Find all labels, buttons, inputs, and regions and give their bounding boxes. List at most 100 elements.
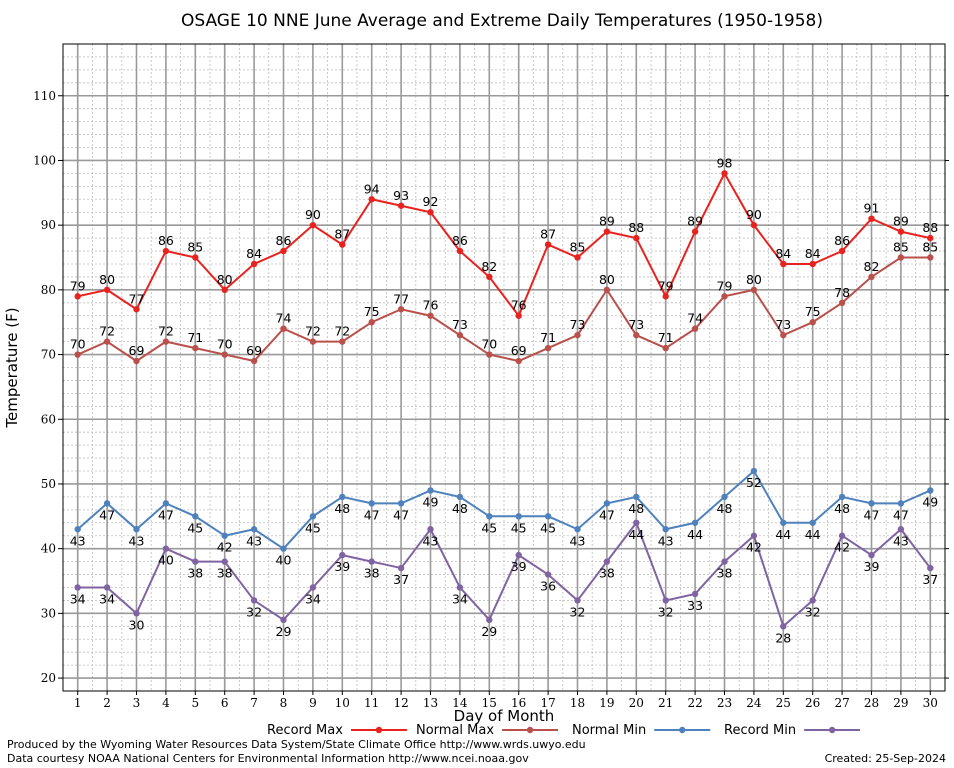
x-tick-label: 13 [423, 696, 438, 710]
normal-min-point [397, 500, 405, 507]
record-max-data-label: 86 [452, 233, 468, 248]
normal-min-point [897, 500, 905, 507]
normal-max-data-label: 77 [393, 291, 409, 306]
normal-max-point [427, 312, 434, 319]
record-max-data-label: 86 [276, 233, 292, 248]
record-min-data-label: 32 [570, 604, 586, 619]
record-max-point [515, 312, 522, 319]
y-tick-label: 20 [41, 671, 56, 685]
y-tick-label: 110 [33, 89, 56, 103]
record-min-data-label: 38 [599, 566, 615, 581]
record-max-point [486, 273, 493, 281]
normal-max-line [77, 256, 931, 363]
record-min-data-label: 39 [511, 559, 527, 574]
footer-produced-by: Produced by the Wyoming Water Resources … [7, 738, 586, 751]
normal-max-point [103, 338, 111, 345]
record-max-data-label: 79 [70, 278, 86, 293]
normal-max-data-label: 79 [717, 278, 733, 293]
record-max-point [339, 241, 346, 248]
normal-max-point [486, 351, 493, 358]
record-max-point [280, 247, 287, 255]
record-max-legend-marker [375, 726, 383, 734]
normal-max-point [456, 331, 464, 339]
record-max-point [221, 286, 228, 294]
normal-max-data-label: 69 [511, 343, 527, 358]
normal-max-point [809, 319, 816, 326]
normal-max-point [280, 325, 287, 332]
record-min-data-label: 32 [805, 604, 821, 619]
record-min-data-label: 40 [158, 553, 174, 568]
normal-max-data-label: 72 [305, 324, 321, 339]
normal-min-point [662, 526, 669, 533]
record-max-point [133, 306, 140, 313]
record-min-data-label: 44 [628, 527, 644, 542]
record-max-line [77, 171, 931, 318]
normal-min-point [927, 487, 934, 494]
record-max-data-label: 84 [805, 246, 821, 261]
x-tick-label: 27 [834, 696, 849, 710]
record-max-legend-label: Record Max [267, 723, 343, 738]
record-max-data-label: 76 [511, 298, 527, 313]
normal-min-legend-marker [679, 726, 686, 734]
grid [63, 43, 945, 692]
normal-max-point [780, 331, 787, 339]
normal-max-data-label: 72 [334, 324, 350, 339]
normal-min-data-label: 45 [540, 520, 556, 535]
record-max-data-label: 84 [246, 246, 262, 261]
normal-min-point [368, 500, 375, 507]
normal-max-data-label: 70 [217, 337, 233, 352]
record-min-point [750, 532, 758, 539]
normal-min-data-label: 40 [276, 553, 292, 568]
x-tick-label: 4 [162, 696, 170, 710]
normal-min-point [603, 500, 611, 507]
record-max-point [544, 241, 552, 248]
normal-min-data-label: 47 [893, 507, 909, 522]
record-min-point [250, 597, 258, 604]
record-min-data-label: 39 [864, 559, 880, 574]
record-min-data-label: 29 [276, 624, 292, 639]
record-max-data-label: 88 [628, 220, 644, 235]
normal-min-data-label: 45 [305, 520, 321, 535]
y-tick-label: 40 [41, 542, 56, 556]
x-tick-label: 19 [599, 696, 614, 710]
record-max-point [662, 293, 669, 300]
normal-min-data-label: 45 [481, 520, 497, 535]
record-max-point [603, 228, 611, 235]
record-max-data-label: 98 [717, 155, 733, 170]
normal-min-data-label: 47 [599, 507, 615, 522]
record-max-data-label: 86 [834, 233, 850, 248]
normal-min-point [750, 467, 758, 475]
record-max-data-label: 87 [334, 227, 350, 242]
y-tick-label: 70 [41, 348, 56, 362]
record-max-data-label: 85 [570, 240, 586, 255]
x-tick-label: 6 [221, 696, 229, 710]
record-max-point [103, 286, 111, 294]
series-layer [74, 170, 934, 630]
x-tick-label: 8 [280, 696, 288, 710]
record-min-data-label: 43 [893, 533, 909, 548]
record-max-point [780, 260, 787, 268]
record-min-legend-label: Record Min [724, 723, 796, 738]
normal-min-data-label: 48 [334, 501, 350, 516]
normal-min-point [74, 526, 81, 533]
record-max-point [750, 221, 758, 229]
normal-max-point [691, 325, 699, 332]
record-min-data-label: 43 [423, 533, 439, 548]
record-min-data-label: 37 [393, 572, 409, 587]
normal-max-point [868, 273, 875, 281]
record-max-data-label: 90 [746, 207, 762, 222]
normal-max-point [750, 286, 758, 294]
normal-max-data-label: 72 [158, 324, 174, 339]
x-tick-label: 30 [923, 696, 938, 710]
record-max-data-label: 93 [393, 188, 409, 203]
record-min-point [809, 597, 816, 604]
record-max-data-label: 77 [129, 291, 145, 306]
normal-max-point [721, 293, 728, 300]
normal-min-point [486, 513, 493, 520]
record-min-point [897, 526, 905, 533]
normal-max-data-label: 76 [423, 298, 439, 313]
normal-min-point [427, 487, 434, 494]
record-min-point [927, 564, 934, 572]
normal-min-point [574, 526, 581, 533]
